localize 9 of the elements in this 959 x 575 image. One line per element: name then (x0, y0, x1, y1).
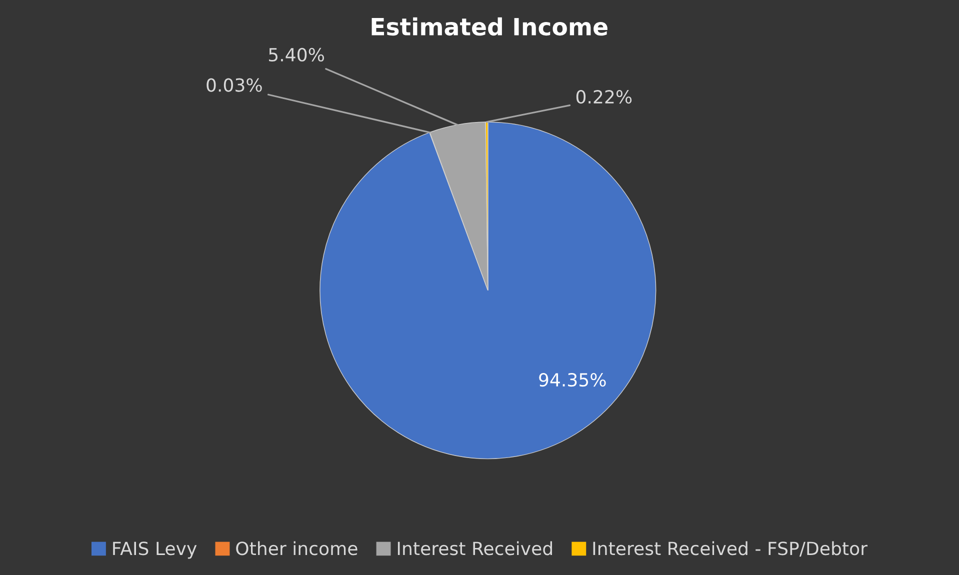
chart-title: Estimated Income (372, 17, 608, 36)
data-label: 94.35% (539, 372, 606, 387)
data-label: 5.40% (269, 48, 324, 62)
legend-label: FAIS Levy (113, 542, 197, 559)
legend-label: Interest Received - FSP/Debtor (593, 541, 868, 557)
data-label: 0.03% (206, 78, 262, 92)
legend-label: Other income (236, 541, 358, 556)
legend-label: Interest Received (398, 541, 552, 556)
data-label: 0.22% (576, 90, 632, 104)
